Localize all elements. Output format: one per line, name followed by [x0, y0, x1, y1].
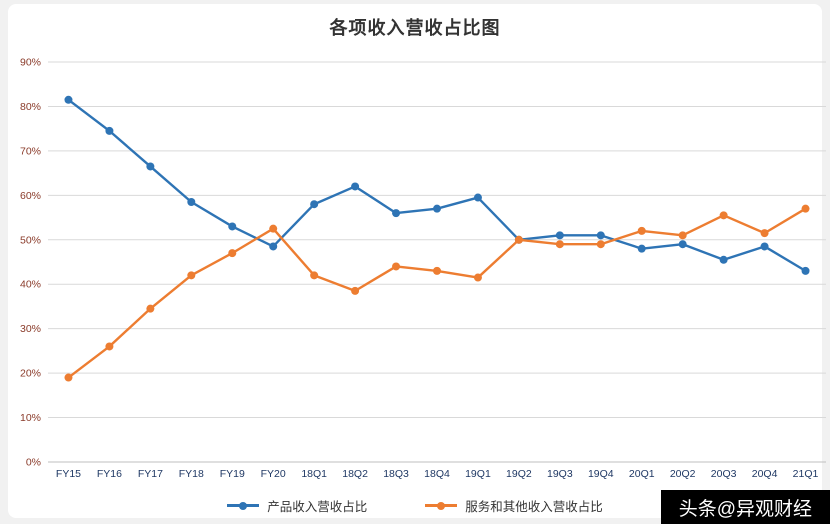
data-point-marker — [228, 222, 237, 231]
x-tick-label: 20Q1 — [629, 468, 655, 480]
x-tick-label: FY16 — [97, 468, 122, 480]
y-tick-label: 0% — [26, 457, 41, 469]
data-point-marker — [269, 224, 278, 233]
legend-item-service-revenue: 服务和其他收入营收占比 — [425, 496, 603, 515]
y-tick-label: 70% — [20, 145, 41, 157]
data-point-marker — [637, 244, 646, 253]
data-point-marker — [351, 286, 360, 295]
x-tick-label: FY20 — [261, 468, 286, 480]
x-tick-label: 19Q1 — [465, 468, 491, 480]
data-point-marker — [760, 242, 769, 251]
data-point-marker — [596, 240, 605, 249]
x-tick-label: 18Q1 — [301, 468, 327, 480]
data-point-marker — [351, 182, 360, 191]
data-point-marker — [269, 242, 278, 251]
legend-item-product-revenue: 产品收入营收占比 — [227, 496, 367, 515]
legend-label-service-revenue: 服务和其他收入营收占比 — [465, 500, 603, 514]
data-point-marker — [146, 304, 155, 313]
data-point-marker — [64, 95, 73, 104]
data-point-marker — [187, 271, 196, 280]
x-tick-label: 20Q4 — [752, 468, 778, 480]
x-tick-label: 21Q1 — [793, 468, 819, 480]
y-tick-label: 90% — [20, 57, 41, 69]
data-point-marker — [392, 262, 401, 271]
data-point-marker — [596, 231, 605, 240]
chart-title: 各项收入营收占比图 — [329, 18, 501, 38]
data-point-marker — [555, 240, 564, 249]
data-point-marker — [514, 235, 523, 244]
data-point-marker — [555, 231, 564, 240]
y-tick-label: 40% — [20, 279, 41, 291]
y-tick-label: 30% — [20, 323, 41, 335]
x-tick-label: 18Q2 — [342, 468, 368, 480]
data-point-marker — [719, 211, 728, 220]
legend-label-product-revenue: 产品收入营收占比 — [267, 500, 368, 514]
x-tick-label: 18Q3 — [383, 468, 409, 480]
data-point-marker — [473, 273, 482, 282]
data-point-marker — [392, 209, 401, 218]
data-point-marker — [760, 229, 769, 238]
watermark-badge: 头条@异观财经 — [660, 490, 830, 524]
data-point-marker — [473, 193, 482, 202]
y-tick-label: 60% — [20, 190, 41, 202]
series-line — [67, 98, 807, 273]
x-tick-label: FY18 — [179, 468, 204, 480]
y-tick-label: 80% — [20, 101, 41, 113]
data-point-marker — [433, 266, 441, 275]
y-tick-label: 20% — [20, 368, 41, 380]
legend-dot-icon — [239, 501, 248, 510]
y-tick-label: 10% — [20, 412, 41, 424]
data-point-marker — [310, 271, 319, 280]
data-point-marker — [187, 198, 196, 206]
data-point-marker — [637, 226, 646, 235]
data-point-marker — [105, 342, 114, 351]
data-point-marker — [146, 162, 155, 171]
data-point-marker — [433, 204, 441, 213]
series-line — [67, 207, 807, 379]
data-point-marker — [228, 249, 237, 258]
chart-legend: 产品收入营收占比 服务和其他收入营收占比 — [8, 496, 822, 515]
x-tick-label: 18Q4 — [424, 468, 450, 480]
x-tick-label: 19Q3 — [547, 468, 573, 480]
data-point-marker — [801, 266, 810, 275]
x-tick-label: FY17 — [138, 468, 163, 480]
data-point-marker — [310, 200, 319, 209]
data-point-marker — [105, 126, 114, 135]
chart-card: 各项收入营收占比图 0% 10% 20% 30% 40% 50% 60% 70% 80% 90% F… — [8, 4, 826, 518]
data-point-marker — [64, 373, 73, 382]
x-tick-label: 20Q2 — [670, 468, 696, 480]
x-tick-label: FY15 — [56, 468, 81, 480]
x-tick-label: 20Q3 — [711, 468, 737, 480]
data-point-marker — [719, 255, 728, 264]
x-tick-label: FY19 — [220, 468, 245, 480]
y-tick-label: 50% — [20, 234, 41, 246]
data-point-marker — [678, 240, 687, 249]
data-point-marker — [678, 231, 687, 240]
legend-dot-icon — [437, 501, 446, 510]
x-tick-label: 19Q2 — [506, 468, 532, 480]
legend-line-marker-blue — [227, 501, 260, 510]
chart-plot-area: 0% 10% 20% 30% 40% 50% 60% 70% 80% 90% FY15 FY16 FY1… — [20, 57, 826, 480]
x-tick-label: 19Q4 — [588, 468, 614, 480]
legend-line-marker-orange — [425, 501, 458, 510]
data-point-marker — [801, 204, 810, 213]
watermark-text: 头条@异观财经 — [678, 498, 812, 520]
